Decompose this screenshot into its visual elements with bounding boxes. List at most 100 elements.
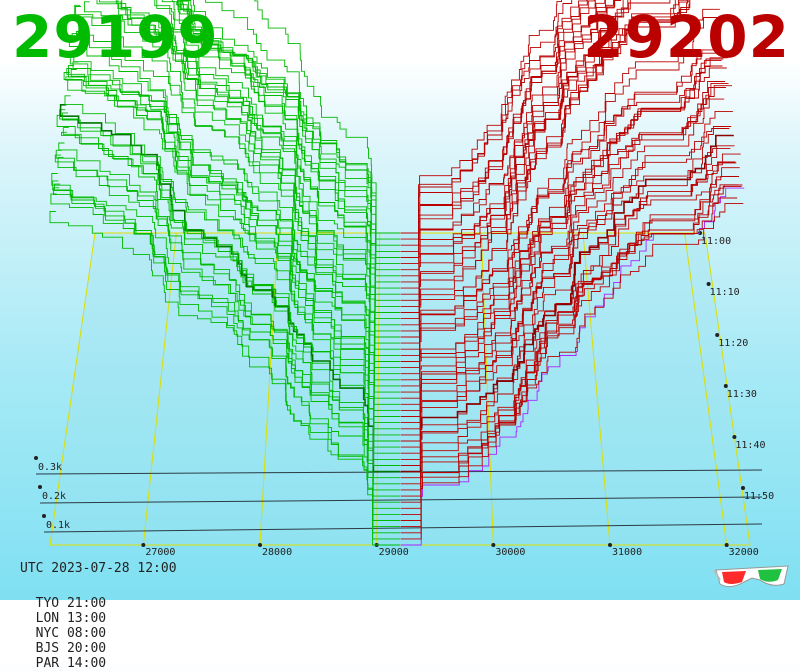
time-tick-1120 xyxy=(715,333,720,337)
ask-depth-line-50 xyxy=(400,0,588,240)
timezone-row: TYO 21:00 LON 13:00 NYC 08:00 BJS 20:00 … xyxy=(20,581,128,671)
x-tick-28000 xyxy=(258,543,262,547)
bid-depth-line-45 xyxy=(179,0,400,271)
x-tick-27000 xyxy=(141,543,146,547)
bid-depth-line-27 xyxy=(73,51,400,381)
time-tick-label-1140: 11:40 xyxy=(735,440,765,451)
ask-depth-line-18 xyxy=(400,82,729,436)
bid-depth-line-28 xyxy=(74,4,400,375)
bid-depth-line-49 xyxy=(193,0,400,246)
time-tick-1110 xyxy=(706,282,711,286)
z-level-line-0.2k xyxy=(39,496,763,504)
ask-depth-line-25 xyxy=(400,65,723,393)
ask-depth-line-49 xyxy=(400,0,588,246)
timezone-tyo: TYO 21:00 xyxy=(35,596,107,611)
timezone-par: PAR 14:00 xyxy=(35,656,107,671)
x-tick-label-28000: 28000 xyxy=(262,547,292,558)
ask-depth-line-27 xyxy=(400,17,721,381)
z-level-line-0.1k xyxy=(43,523,763,533)
time-tick-label-1110: 11:10 xyxy=(710,287,740,298)
bid-depth-line-35 xyxy=(156,0,400,332)
z-tick-0.1k xyxy=(42,514,46,518)
bid-depth-line-34 xyxy=(96,0,400,338)
3d-glasses-icon[interactable] xyxy=(712,560,792,592)
ask-depth-line-7 xyxy=(400,184,739,503)
grid-line-32000 xyxy=(684,232,728,546)
ask-depth-line-0 xyxy=(400,187,745,546)
bid-depth-line-16 xyxy=(63,72,400,448)
ask-depth-line-23 xyxy=(400,98,725,405)
ask-depth-line-40 xyxy=(400,0,629,301)
bid-depth-line-51 xyxy=(254,0,400,234)
x-tick-32000 xyxy=(724,543,729,547)
time-tick-1140 xyxy=(732,435,737,439)
bid-depth-line-5 xyxy=(53,183,400,515)
time-tick-1100 xyxy=(698,231,702,235)
ask-depth-line-45 xyxy=(400,0,606,271)
bid-depth-line-36 xyxy=(171,0,400,326)
x-tick-label-27000: 27000 xyxy=(145,547,175,558)
ask-depth-line-8 xyxy=(400,197,738,497)
ask-depth-line-6 xyxy=(400,176,739,509)
z-tick-label-0.1k: 0.1k xyxy=(46,520,70,531)
z-tick-0.3k xyxy=(34,456,38,460)
bid-depth-line-50 xyxy=(182,0,400,240)
x-tick-label-32000: 32000 xyxy=(729,547,759,558)
timezone-nyc: NYC 08:00 xyxy=(35,626,107,641)
timezone-lon: LON 13:00 xyxy=(35,611,107,626)
timezone-bjs: BJS 20:00 xyxy=(35,641,107,656)
time-tick-label-1100: 11:00 xyxy=(701,236,731,247)
ask-depth-line-26 xyxy=(400,60,722,387)
bid-depth-line-21 xyxy=(68,64,400,417)
z-tick-label-0.3k: 0.3k xyxy=(38,462,62,473)
x-tick-label-29000: 29000 xyxy=(379,547,409,558)
grid-right-edge xyxy=(704,232,751,546)
x-tick-label-30000: 30000 xyxy=(495,547,525,558)
bid-depth-line-39 xyxy=(83,1,400,307)
ask-depth-line-20 xyxy=(400,67,727,424)
utc-timestamp: UTC 2023-07-28 12:00 xyxy=(20,561,177,576)
x-tick-label-31000: 31000 xyxy=(612,547,642,558)
bid-depth-line-2 xyxy=(51,173,400,534)
bid-depth-line-6 xyxy=(54,154,400,509)
z-tick-0.2k xyxy=(38,485,42,489)
bid-depth-line-12 xyxy=(59,104,400,473)
time-tick-label-1120: 11:20 xyxy=(718,338,748,349)
ask-depth-line-41 xyxy=(400,0,622,295)
bid-depth-line-47 xyxy=(180,0,400,258)
ask-depth-line-9 xyxy=(400,162,737,491)
chart-labels: 27000 28000 29000 30000 31000 32000 0.1k 0.2k 0.… xyxy=(38,236,774,558)
grid-left-edge xyxy=(49,232,96,546)
ask-depth-line-48 xyxy=(400,0,573,252)
bid-depth-line-30 xyxy=(76,31,400,362)
time-tick-label-1150: 11:50 xyxy=(744,491,774,502)
bid-depth-line-43 xyxy=(161,0,400,283)
time-tick-1150 xyxy=(741,486,745,490)
bid-depth-line-0 xyxy=(49,211,400,546)
ask-depth-line-43 xyxy=(400,0,620,283)
ask-depth-line-30 xyxy=(400,52,719,362)
ask-depth-line-16 xyxy=(400,148,731,448)
ask-depth-line-46 xyxy=(400,0,596,265)
grid-line-29000 xyxy=(376,232,381,546)
ask-depth-line-22 xyxy=(400,81,726,411)
bid-depth-line-41 xyxy=(176,0,400,295)
ask-depth-line-13 xyxy=(400,110,733,466)
grid-line-30000 xyxy=(480,232,494,546)
depth-chart: 27000 28000 29000 30000 31000 32000 0.1k 0.2k 0.… xyxy=(34,0,774,558)
ask-depth-line-12 xyxy=(400,134,734,473)
time-tick-label-1130: 11:30 xyxy=(727,389,757,400)
bid-depth-line-46 xyxy=(180,0,400,265)
x-tick-31000 xyxy=(608,543,612,547)
bid-depth-line-9 xyxy=(57,156,400,491)
depth-curves xyxy=(49,0,745,546)
ask-depth-line-51 xyxy=(400,0,562,234)
z-tick-label-0.2k: 0.2k xyxy=(42,491,66,502)
grid-line-27000 xyxy=(142,232,177,546)
x-tick-30000 xyxy=(491,543,496,547)
grid-line-28000 xyxy=(259,232,279,546)
bid-depth-line-15 xyxy=(62,127,400,454)
ask-depth-line-39 xyxy=(400,0,671,307)
time-tick-1130 xyxy=(723,384,728,388)
bid-depth-line-14 xyxy=(61,112,400,460)
